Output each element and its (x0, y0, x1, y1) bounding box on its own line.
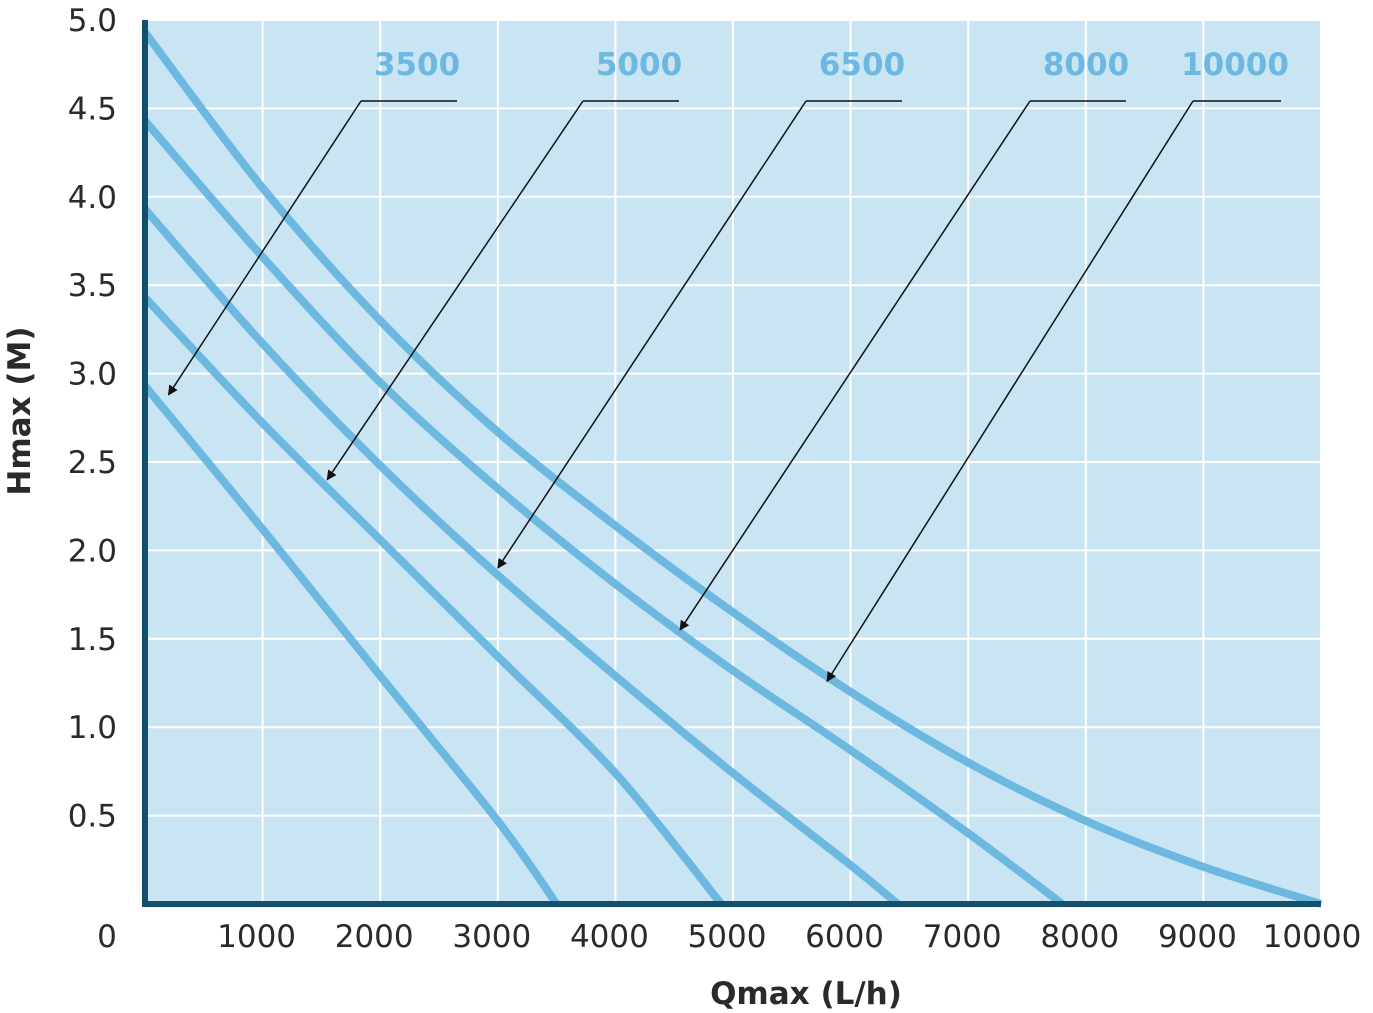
series-curve-8000 (141, 118, 1065, 908)
y-tick-label: 2.0 (68, 533, 117, 569)
series-curve-5000 (142, 294, 725, 907)
series-curve-10000 (141, 29, 1323, 908)
x-tick-label: 4000 (570, 919, 649, 955)
arrow-5000 (326, 100, 584, 481)
y-tick-label: 2.5 (68, 445, 117, 481)
axes-group (142, 20, 1321, 907)
arrow-10000 (826, 100, 1194, 683)
x-tick-label: 7000 (923, 919, 1002, 955)
y-tick-label: 4.0 (68, 180, 117, 216)
y-tick-label: 1.0 (68, 710, 117, 746)
x-tick-label: 0 (97, 919, 117, 955)
series-label-10000: 10000 (1181, 47, 1289, 83)
curves-group (141, 29, 1323, 908)
grid-lines (145, 19, 1322, 904)
x-tick-label: 8000 (1040, 919, 1119, 955)
y-tick-label: 3.5 (68, 268, 117, 304)
series-curve-6500 (141, 206, 901, 908)
arrow-3500 (167, 100, 362, 396)
y-tick-label: 0.5 (68, 799, 117, 835)
callouts-group: 3500 5000 6500 8000 10000 (167, 47, 1289, 683)
x-axis-title: Qmax (L/h) (710, 976, 902, 1012)
series-label-3500: 3500 (374, 47, 460, 83)
series-label-8000: 8000 (1043, 47, 1129, 83)
x-tick-label: 6000 (805, 919, 884, 955)
y-tick-label: 4.5 (68, 91, 117, 127)
y-tick-label: 5.0 (68, 3, 117, 39)
y-tick-label: 3.0 (68, 357, 117, 393)
x-tick-label: 5000 (688, 919, 767, 955)
x-tick-label: 10000 (1263, 919, 1362, 955)
x-tick-labels: 0 1000 2000 3000 4000 5000 6000 7000 8000 9000 100… (97, 919, 1361, 955)
x-tick-label: 9000 (1158, 919, 1237, 955)
arrow-6500 (497, 100, 807, 569)
series-label-6500: 6500 (819, 47, 905, 83)
y-axis-title: Hmax (M) (2, 326, 38, 495)
arrow-8000 (679, 100, 1031, 631)
x-tick-label: 2000 (335, 919, 414, 955)
x-tick-label: 3000 (452, 919, 531, 955)
x-tick-label: 1000 (217, 919, 296, 955)
y-tick-label: 1.5 (68, 622, 117, 658)
series-label-5000: 5000 (596, 47, 682, 83)
y-tick-labels: 0.5 1.0 1.5 2.0 2.5 3.0 3.5 4.0 4.5 5.0 (68, 3, 117, 835)
series-curve-3500 (141, 383, 560, 907)
